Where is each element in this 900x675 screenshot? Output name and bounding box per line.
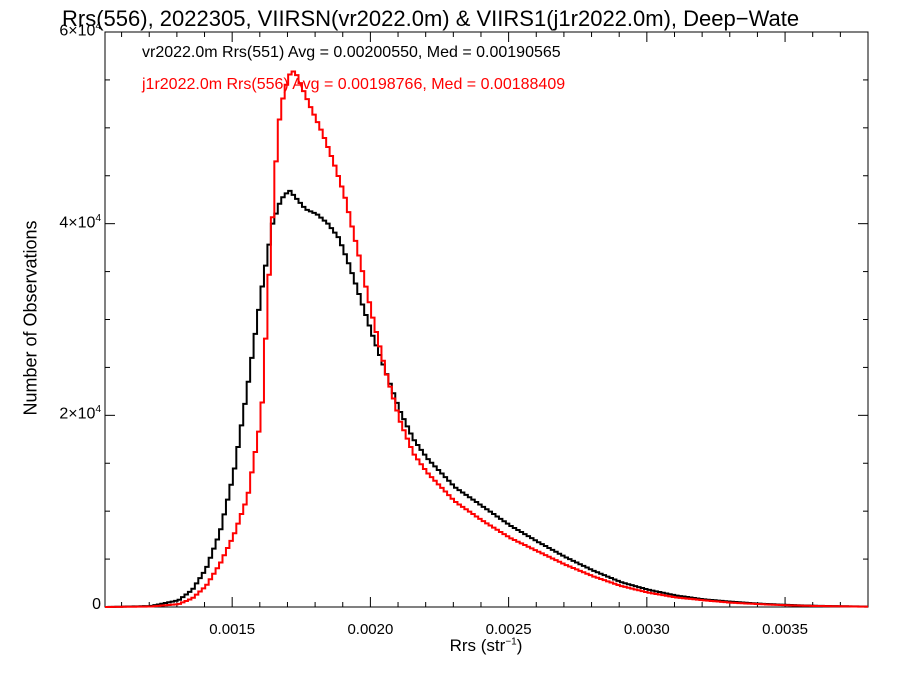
y-tick-exponent: 4: [95, 404, 101, 416]
chart-title: Rrs(556), 2022305, VIIRSN(vr2022.0m) & V…: [62, 6, 800, 31]
x-tick-label: 0.0030: [623, 621, 670, 638]
series-line-1: [105, 189, 868, 608]
series-line-2: [105, 70, 868, 608]
x-axis-label-base: Rrs (str: [449, 636, 506, 655]
y-axis-label: Number of Observations: [20, 220, 41, 416]
y-tick-label: 4×104: [59, 213, 101, 232]
plot-area: [104, 31, 869, 608]
y-tick-mantissa: 6×10: [59, 22, 96, 40]
x-tick-label: 0.0025: [485, 621, 532, 638]
y-tick-label: 0: [92, 596, 101, 614]
x-tick-label: 0.0015: [209, 621, 256, 638]
y-tick-label: 6×104: [59, 21, 101, 40]
legend-entry-series-1: vr2022.0m Rrs(551) Avg = 0.00200550, Med…: [142, 44, 561, 61]
y-tick-exponent: 4: [95, 212, 101, 224]
x-axis-label-exponent: −1: [505, 636, 517, 648]
y-tick-mantissa: 0: [92, 596, 101, 613]
y-tick-mantissa: 2×10: [59, 405, 96, 423]
plot-frame: [104, 31, 869, 608]
legend-entry-series-2: j1r2022.0m Rrs(556) Avg = 0.00198766, Me…: [142, 76, 566, 93]
y-tick-mantissa: 4×10: [59, 213, 96, 231]
y-tick-exponent: 4: [95, 21, 101, 32]
x-tick-label: 0.0020: [347, 621, 394, 638]
y-tick-label: 2×104: [59, 404, 101, 423]
x-axis-label-close: ): [516, 636, 523, 655]
x-axis-label: Rrs (str−1): [450, 636, 523, 656]
x-tick-label: 0.0035: [762, 621, 809, 638]
